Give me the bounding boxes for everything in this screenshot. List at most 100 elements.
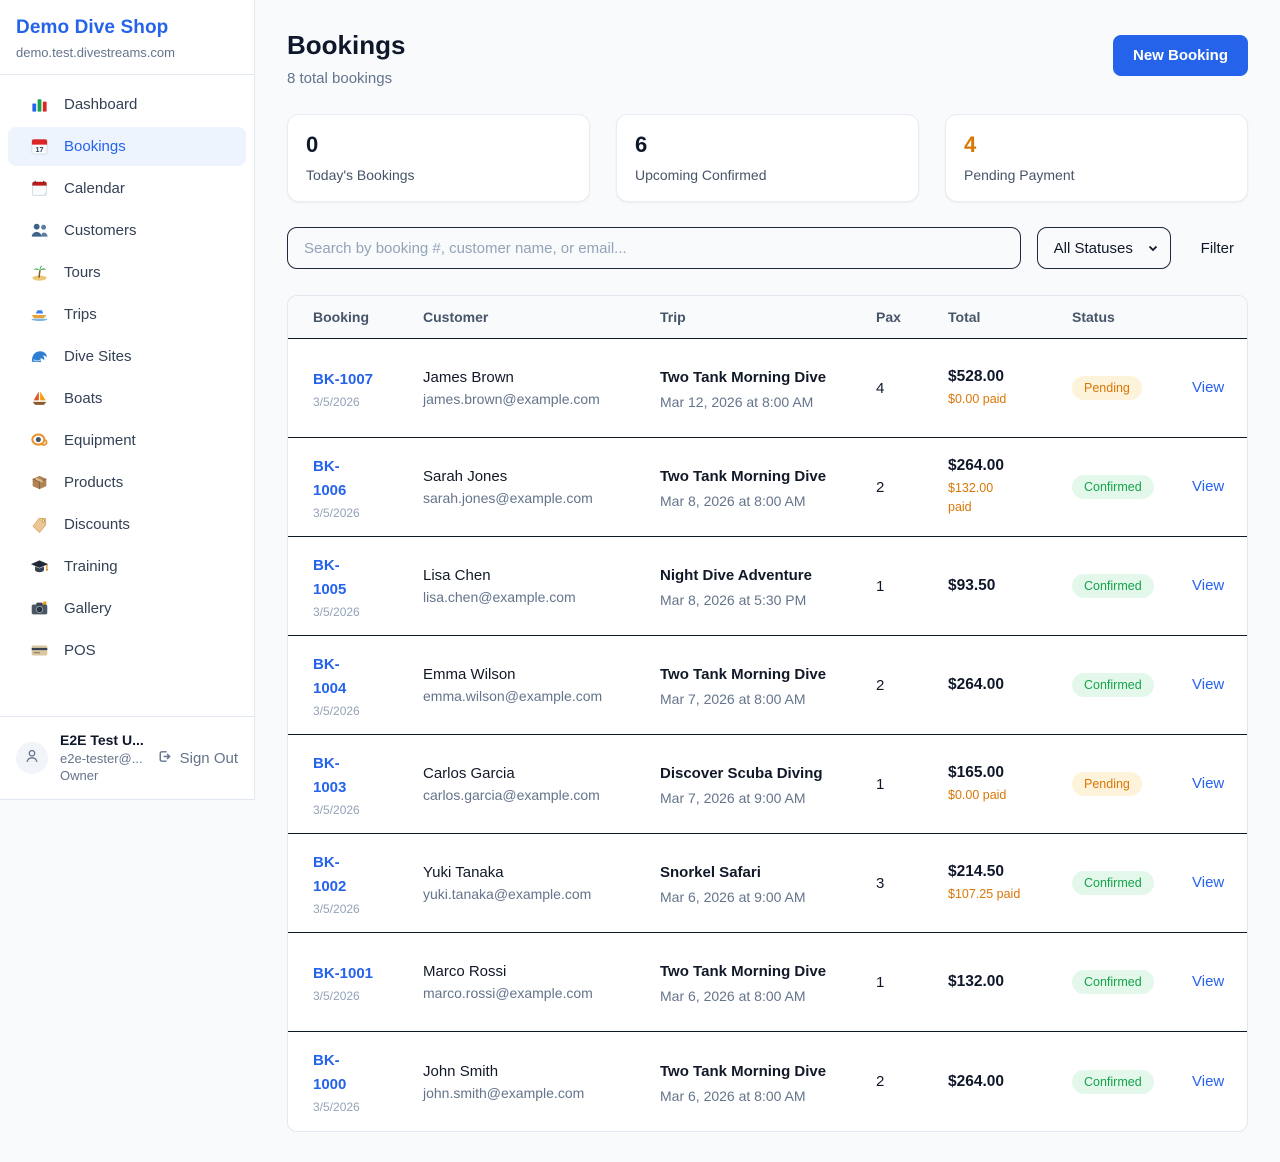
- pax-count: 2: [876, 478, 885, 496]
- sidebar-item-bookings[interactable]: 17 Bookings: [8, 127, 246, 166]
- pax-count: 2: [876, 1073, 885, 1090]
- paid-amount: $0.00 paid: [948, 391, 1007, 406]
- status-cell: Pending: [1072, 376, 1192, 400]
- total-cell: $165.00 $0.00 paid: [948, 764, 1072, 805]
- status-badge: Confirmed: [1072, 574, 1154, 598]
- sidebar-item-label: Tours: [64, 264, 101, 281]
- status-badge: Confirmed: [1072, 871, 1154, 895]
- user-role: Owner: [60, 768, 99, 784]
- sidebar-item-trips[interactable]: Trips: [8, 295, 246, 334]
- sidebar-item-tours[interactable]: Tours: [8, 253, 246, 292]
- pax-cell: 2: [876, 1073, 948, 1090]
- pax-cell: 3: [876, 875, 948, 892]
- action-cell: View: [1192, 676, 1235, 694]
- sailboat-icon: [30, 389, 49, 408]
- sidebar-item-discounts[interactable]: Discounts: [8, 505, 246, 544]
- booking-id-link[interactable]: BK- 1004: [313, 655, 347, 697]
- package-icon: [30, 473, 49, 492]
- total-amount: $165.00: [948, 763, 1005, 781]
- trip-datetime: Mar 6, 2026 at 8:00 AM: [660, 1087, 806, 1104]
- total-cell: $528.00 $0.00 paid: [948, 368, 1072, 409]
- customer-cell: Marco Rossi marco.rossi@example.com: [423, 963, 660, 1001]
- customer-email: john.smith@example.com: [423, 1084, 585, 1101]
- booking-id-link[interactable]: BK- 1005: [313, 556, 347, 598]
- trip-cell: Night Dive Adventure Mar 8, 2026 at 5:30 …: [660, 564, 876, 608]
- customer-name: James Brown: [423, 369, 514, 386]
- view-link[interactable]: View: [1192, 577, 1225, 594]
- view-link[interactable]: View: [1192, 973, 1225, 990]
- customer-cell: James Brown james.brown@example.com: [423, 369, 660, 407]
- table-row: BK- 1002 3/5/2026 Yuki Tanaka yuki.tanaka@e…: [288, 834, 1247, 933]
- column-header-booking: Booking: [313, 309, 369, 325]
- sidebar-item-label: Gallery: [64, 600, 112, 617]
- sidebar-item-calendar[interactable]: Calendar: [8, 169, 246, 208]
- booking-date: 3/5/2026: [313, 703, 360, 718]
- search-input[interactable]: [287, 227, 1021, 269]
- customer-email: james.brown@example.com: [423, 391, 600, 407]
- sidebar-item-gallery[interactable]: Gallery: [8, 589, 246, 628]
- sign-out-button[interactable]: Sign Out: [156, 748, 238, 769]
- booking-cell: BK-1007 3/5/2026: [313, 368, 423, 409]
- booking-id-link[interactable]: BK- 1006: [313, 457, 347, 499]
- customer-name: Lisa Chen: [423, 567, 491, 584]
- customer-cell: Sarah Jones sarah.jones@example.com: [423, 468, 660, 506]
- sidebar-item-label: Bookings: [64, 138, 126, 155]
- customer-email: lisa.chen@example.com: [423, 589, 576, 605]
- view-link[interactable]: View: [1192, 478, 1225, 495]
- total-cell: $214.50 $107.25 paid: [948, 863, 1072, 904]
- trip-datetime: Mar 7, 2026 at 9:00 AM: [660, 790, 806, 806]
- table-header-row: Booking Customer Trip Pax Total Status: [288, 296, 1247, 339]
- user-info: E2E Test U... e2e-tester@... Owner: [60, 731, 144, 785]
- sidebar-item-boats[interactable]: Boats: [8, 379, 246, 418]
- person-icon: [23, 747, 41, 770]
- stat-value: 6: [635, 132, 648, 157]
- customer-name: Marco Rossi: [423, 963, 507, 980]
- filter-button[interactable]: Filter: [1187, 240, 1248, 257]
- pax-count: 3: [876, 874, 885, 892]
- sidebar-item-label: Customers: [64, 222, 137, 239]
- sidebar-item-pos[interactable]: POS: [8, 631, 246, 670]
- booking-id-link[interactable]: BK- 1000: [313, 1052, 347, 1093]
- status-badge: Confirmed: [1072, 475, 1154, 499]
- sidebar-header: Demo Dive Shop demo.test.divestreams.com: [0, 0, 254, 75]
- pax-cell: 2: [876, 479, 948, 496]
- sidebar: Demo Dive Shop demo.test.divestreams.com…: [0, 0, 255, 800]
- pax-cell: 2: [876, 677, 948, 694]
- booking-id-link[interactable]: BK-1001: [313, 964, 374, 982]
- sidebar-item-customers[interactable]: Customers: [8, 211, 246, 250]
- people-icon: [30, 221, 49, 240]
- sidebar-item-label: Training: [64, 558, 118, 575]
- view-link[interactable]: View: [1192, 676, 1225, 693]
- booking-id-link[interactable]: BK-1007: [313, 370, 374, 388]
- sidebar-item-equipment[interactable]: Equipment: [8, 421, 246, 460]
- status-filter-select[interactable]: All Statuses: [1036, 227, 1171, 269]
- sidebar-item-products[interactable]: Products: [8, 463, 246, 502]
- stat-card: 6 Upcoming Confirmed: [616, 114, 919, 202]
- table-body: BK-1007 3/5/2026 James Brown james.brown@ex…: [288, 339, 1247, 1131]
- booking-date: 3/5/2026: [313, 988, 360, 1003]
- sidebar-item-dive-sites[interactable]: Dive Sites: [8, 337, 246, 376]
- view-link[interactable]: View: [1192, 1072, 1225, 1090]
- column-header-status: Status: [1072, 309, 1115, 325]
- customer-email: sarah.jones@example.com: [423, 490, 593, 506]
- paid-amount: $107.25 paid: [948, 886, 1021, 901]
- booking-id-link[interactable]: BK- 1002: [313, 853, 347, 895]
- action-cell: View: [1192, 379, 1235, 397]
- new-booking-button[interactable]: New Booking: [1112, 35, 1248, 76]
- view-link[interactable]: View: [1192, 379, 1225, 396]
- customer-email: emma.wilson@example.com: [423, 688, 603, 704]
- shop-domain: demo.test.divestreams.com: [16, 45, 175, 60]
- sidebar-item-dashboard[interactable]: Dashboard: [8, 85, 246, 124]
- customer-cell: Carlos Garcia carlos.garcia@example.com: [423, 765, 660, 803]
- svg-text:17: 17: [36, 146, 44, 154]
- view-link[interactable]: View: [1192, 874, 1225, 891]
- action-cell: View: [1192, 775, 1235, 793]
- pax-cell: 1: [876, 776, 948, 793]
- status-cell: Confirmed: [1072, 970, 1192, 994]
- booking-id-link[interactable]: BK- 1003: [313, 754, 347, 796]
- booking-cell: BK- 1004 3/5/2026: [313, 653, 423, 718]
- sidebar-item-training[interactable]: Training: [8, 547, 246, 586]
- trip-name: Two Tank Morning Dive: [660, 666, 827, 683]
- trip-cell: Two Tank Morning Dive Mar 8, 2026 at 8:00…: [660, 465, 876, 509]
- view-link[interactable]: View: [1192, 775, 1225, 792]
